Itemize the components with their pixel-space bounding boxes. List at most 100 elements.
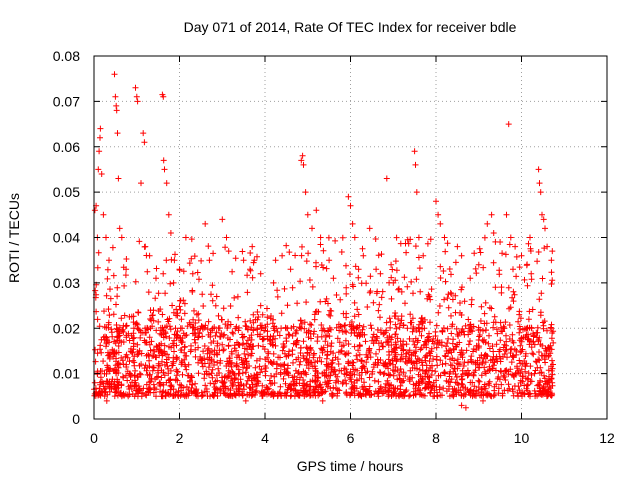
- data-point: [181, 300, 188, 307]
- data-point: [332, 354, 339, 361]
- data-point: [163, 323, 170, 330]
- data-point: [510, 372, 517, 379]
- data-point: [431, 393, 438, 400]
- data-point: [115, 349, 122, 356]
- data-point: [458, 252, 465, 259]
- data-point: [524, 282, 531, 289]
- data-point: [359, 326, 366, 333]
- data-point: [243, 381, 250, 388]
- data-point: [271, 327, 278, 334]
- data-point: [265, 350, 272, 357]
- data-point: [329, 357, 336, 364]
- data-point: [540, 216, 547, 223]
- data-point: [536, 349, 542, 355]
- data-point: [324, 328, 331, 335]
- data-point: [170, 360, 177, 367]
- data-point: [325, 234, 332, 241]
- data-point: [338, 249, 345, 255]
- data-point: [261, 346, 268, 353]
- data-point: [388, 295, 395, 302]
- data-point: [406, 355, 413, 362]
- data-point: [297, 374, 303, 381]
- data-point: [468, 353, 475, 360]
- data-point: [448, 312, 454, 319]
- data-point: [256, 333, 263, 340]
- data-point: [219, 216, 226, 223]
- data-point: [516, 329, 523, 336]
- data-point: [161, 372, 168, 379]
- data-point: [333, 292, 340, 298]
- data-point: [286, 331, 293, 338]
- data-point: [385, 381, 392, 388]
- data-point: [491, 313, 498, 320]
- data-point: [146, 357, 153, 364]
- data-point: [452, 379, 459, 386]
- data-point: [213, 293, 220, 300]
- data-point: [109, 244, 116, 251]
- data-point: [548, 269, 555, 276]
- data-point: [201, 343, 208, 349]
- data-point: [249, 350, 255, 357]
- data-point: [445, 386, 452, 392]
- data-point: [467, 338, 473, 344]
- data-point: [185, 387, 192, 393]
- data-point: [182, 234, 189, 241]
- data-point: [499, 250, 506, 257]
- data-point: [326, 257, 333, 264]
- data-point: [194, 269, 201, 276]
- data-point: [327, 385, 334, 392]
- data-point: [492, 284, 499, 291]
- data-point: [305, 250, 312, 257]
- data-point: [105, 319, 112, 326]
- data-point: [402, 373, 409, 380]
- data-point: [188, 236, 195, 243]
- data-point: [308, 322, 315, 328]
- data-point: [342, 322, 349, 329]
- data-point: [516, 357, 523, 364]
- data-point: [298, 325, 305, 332]
- data-point: [167, 230, 174, 236]
- data-point: [343, 310, 350, 317]
- data-point: [299, 382, 306, 389]
- data-point: [104, 362, 111, 369]
- data-point: [334, 335, 341, 342]
- data-point: [195, 359, 202, 366]
- data-point: [201, 388, 208, 395]
- data-point: [259, 311, 266, 318]
- data-point: [126, 337, 133, 344]
- data-point: [123, 256, 130, 262]
- data-point: [309, 283, 316, 290]
- data-point: [385, 356, 392, 363]
- data-point: [429, 338, 436, 345]
- data-point: [374, 356, 381, 363]
- data-point: [548, 367, 555, 374]
- data-point: [254, 316, 261, 323]
- data-point: [427, 296, 434, 303]
- data-point: [343, 284, 350, 291]
- data-point: [94, 264, 101, 271]
- data-point: [297, 350, 304, 356]
- data-point: [192, 339, 199, 346]
- data-point: [421, 385, 428, 392]
- data-point: [91, 207, 98, 214]
- data-point: [544, 379, 551, 386]
- data-point: [172, 376, 179, 383]
- data-point: [330, 384, 337, 391]
- data-point: [250, 311, 257, 318]
- data-point: [497, 239, 504, 245]
- data-point: [444, 240, 451, 247]
- data-point: [287, 266, 294, 273]
- data-point: [318, 345, 325, 352]
- data-point: [215, 365, 222, 372]
- data-point: [97, 381, 104, 388]
- data-point: [295, 369, 302, 375]
- data-point: [410, 290, 416, 297]
- data-point: [439, 392, 445, 399]
- data-point: [385, 365, 392, 372]
- data-point: [463, 370, 470, 377]
- data-point: [532, 367, 539, 374]
- data-point: [108, 329, 115, 336]
- data-point: [336, 387, 343, 394]
- data-point: [326, 325, 333, 331]
- data-point: [451, 385, 458, 392]
